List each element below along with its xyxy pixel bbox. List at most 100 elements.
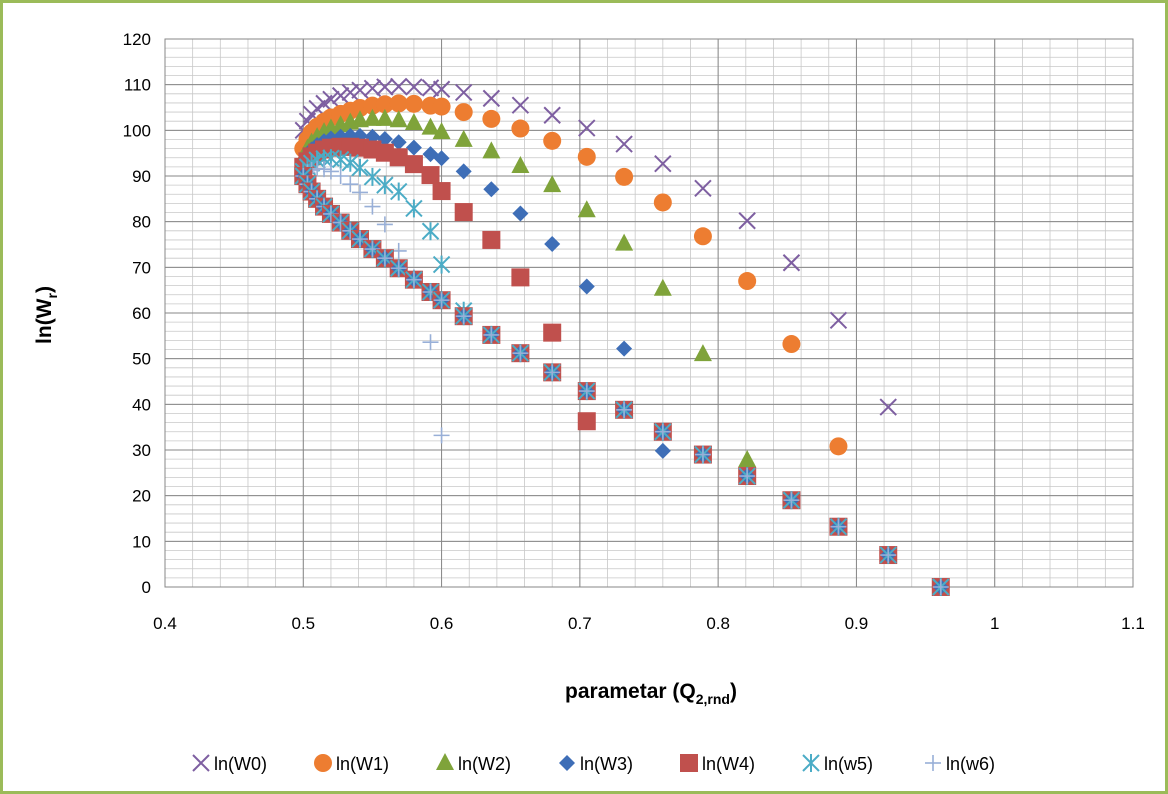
data-point — [351, 158, 369, 177]
data-point — [375, 249, 394, 268]
data-point — [405, 139, 422, 156]
x-tick-label: 0.8 — [706, 614, 730, 633]
data-point — [782, 491, 801, 510]
data-point — [422, 334, 439, 351]
data-point — [404, 113, 423, 131]
data-point — [577, 200, 596, 218]
legend-label: ln(w5) — [824, 754, 873, 774]
y-tick-label: 110 — [124, 76, 151, 95]
data-point — [332, 168, 349, 184]
data-point — [543, 106, 561, 124]
data-point — [829, 437, 848, 456]
data-point — [694, 179, 712, 198]
scatter-chart: 0.4 0.5 0.6 0.7 0.8 0.9 1 1.1 0 10 20 30 40 50 60 70 80 9… — [33, 30, 1145, 774]
x-tick-label: 0.6 — [430, 614, 454, 633]
x-axis-title-sub: 2,rnd — [696, 691, 730, 707]
data-point — [421, 166, 440, 185]
data-point — [483, 181, 500, 198]
data-point — [482, 89, 501, 108]
legend-item: ln(W2) — [436, 753, 511, 774]
data-point — [389, 77, 408, 96]
y-tick-label: 70 — [132, 258, 151, 277]
data-point — [433, 427, 450, 444]
data-point — [322, 90, 340, 108]
legend-marker — [192, 754, 210, 772]
y-tick-label: 60 — [132, 304, 151, 323]
data-point — [693, 445, 712, 464]
y-tick-label: 0 — [142, 578, 151, 597]
legend-label: ln(W4) — [702, 754, 755, 774]
data-point — [404, 155, 423, 174]
data-point — [389, 94, 408, 113]
data-point — [404, 94, 423, 113]
data-point — [577, 382, 596, 401]
y-axis-title-tail: ) — [33, 286, 56, 293]
legend-item: ln(W4) — [680, 754, 755, 774]
data-point — [342, 176, 359, 193]
data-point — [931, 578, 950, 596]
x-tick-label: 0.7 — [568, 614, 592, 633]
data-point — [375, 108, 394, 126]
data-point — [693, 227, 712, 246]
y-axis-title-sub: r — [44, 292, 60, 298]
data-point — [615, 400, 634, 419]
data-point — [511, 344, 530, 363]
data-point — [432, 255, 451, 274]
data-point — [363, 108, 382, 126]
legend-label: ln(W3) — [580, 754, 633, 774]
data-point — [615, 167, 634, 186]
legend-marker — [559, 755, 575, 771]
data-point — [341, 153, 360, 172]
data-point — [389, 182, 408, 201]
data-point — [482, 230, 501, 249]
y-tick-label: 100 — [123, 121, 151, 140]
data-point — [693, 344, 712, 362]
y-tick-label: 120 — [123, 30, 151, 49]
legend-label: ln(w6) — [946, 754, 995, 774]
series-1 — [294, 94, 848, 456]
legend-marker — [314, 754, 332, 772]
y-axis-title: ln(Wr) — [33, 286, 60, 344]
data-point — [454, 103, 473, 122]
data-point — [653, 193, 672, 212]
y-tick-label: 20 — [132, 487, 151, 506]
data-point — [615, 135, 633, 153]
data-point — [331, 86, 350, 105]
data-point — [389, 259, 408, 278]
data-point — [331, 150, 350, 169]
legend-label: ln(W1) — [336, 754, 389, 774]
data-point — [578, 278, 595, 295]
data-point — [454, 129, 473, 147]
data-point — [389, 148, 408, 167]
data-point — [738, 450, 757, 468]
tick-labels: 0.4 0.5 0.6 0.7 0.8 0.9 1 1.1 0 10 20 30 40 50 60 70 80 9… — [123, 30, 1145, 633]
data-point — [350, 110, 369, 128]
y-tick-label: 50 — [132, 350, 151, 369]
data-point — [653, 422, 672, 441]
x-axis-title: parametar (Q2,rnd) — [565, 680, 737, 707]
data-point — [654, 154, 672, 173]
legend-marker — [925, 755, 941, 771]
data-point — [511, 155, 530, 173]
data-point — [782, 254, 801, 272]
data-point — [738, 272, 757, 291]
data-point — [615, 233, 634, 251]
data-point — [432, 80, 451, 98]
x-tick-label: 1.1 — [1121, 614, 1145, 633]
data-point — [512, 205, 529, 222]
data-point — [404, 270, 423, 289]
data-point — [405, 199, 423, 218]
data-point — [432, 97, 451, 116]
data-point — [432, 291, 451, 310]
data-point — [364, 198, 381, 215]
data-point — [879, 398, 897, 416]
data-point — [738, 212, 756, 230]
data-point — [432, 122, 451, 140]
data-point — [543, 363, 562, 382]
data-point — [375, 95, 394, 114]
x-tick-label: 1 — [990, 614, 999, 633]
data-point — [389, 110, 408, 128]
data-point — [511, 268, 530, 287]
data-point — [578, 119, 596, 137]
x-tick-label: 0.5 — [291, 614, 315, 633]
